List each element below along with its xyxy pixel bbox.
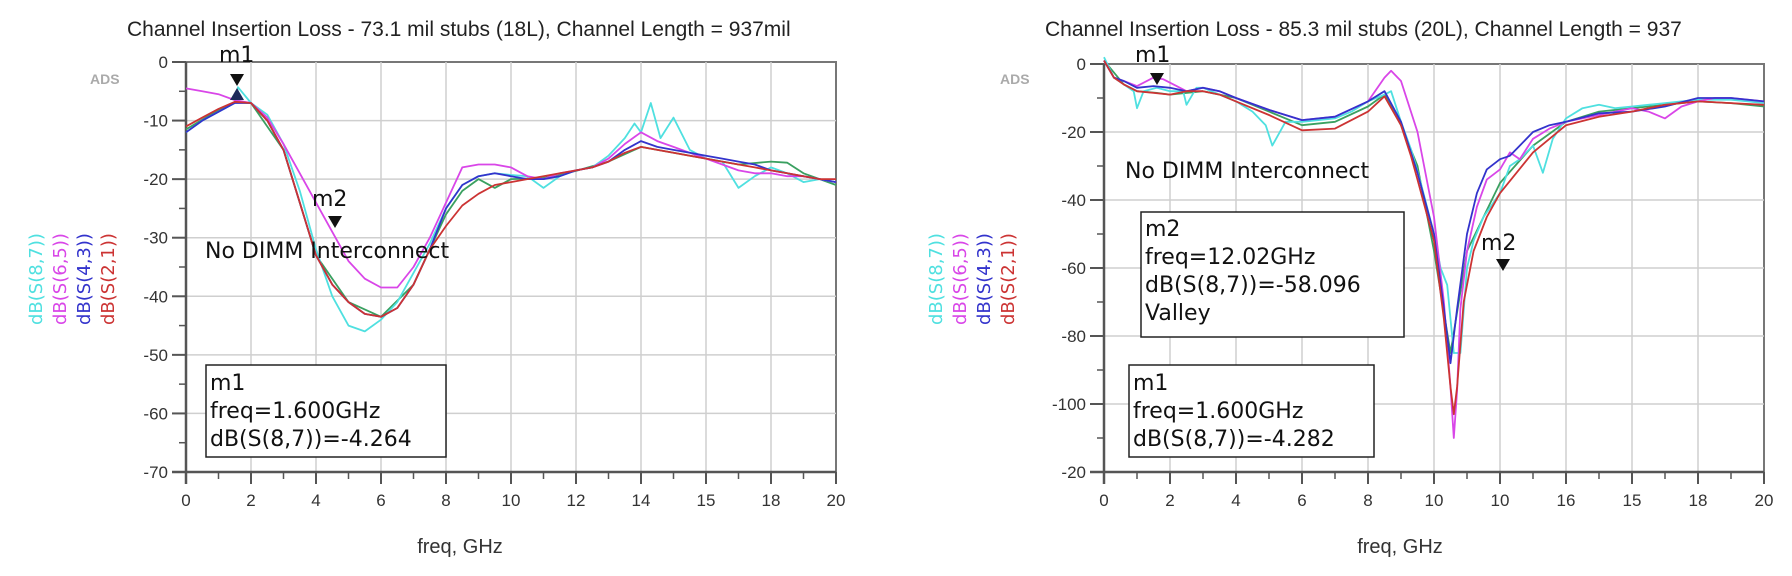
x-tick-label: 4 [311, 491, 320, 510]
x-tick-label: 20 [827, 491, 846, 510]
readout-line: freq=1.600GHz [1133, 399, 1303, 424]
y-tick-label: -80 [1061, 327, 1086, 346]
marker-readout-m1: m1 freq=1.600GHz dB(S(8,7))=-4.264 [205, 364, 447, 458]
y-tick-label: -10 [143, 112, 168, 131]
ads-watermark: ADS [1000, 71, 1030, 87]
readout-line: freq=12.02GHz [1145, 245, 1315, 270]
y-tick-label: -40 [1061, 191, 1086, 210]
annotation-text: No DIMM Interconnect [1125, 159, 1370, 184]
x-axis-ticks: 0 2 4 6 8 10 12 14 15 18 20 [181, 472, 845, 510]
y-tick-label: -60 [143, 404, 168, 423]
readout-line: Valley [1145, 301, 1211, 326]
y-tick-label: 0 [159, 53, 168, 72]
readout-line: dB(S(8,7))=-58.096 [1145, 273, 1361, 298]
annotation-text: No DIMM Interconnect [205, 239, 450, 264]
marker-down-triangle-icon [328, 216, 342, 228]
readout-line: m1 [210, 371, 245, 396]
readout-line: m2 [1145, 217, 1180, 242]
x-tick-label: 12 [567, 491, 586, 510]
x-tick-label: 10 [502, 491, 521, 510]
marker-down-triangle-icon [230, 74, 244, 86]
y-tick-label: -70 [143, 463, 168, 482]
y-tick-label: -60 [1061, 259, 1086, 278]
x-tick-label: 16 [1557, 491, 1576, 510]
readout-line: dB(S(8,7))=-4.282 [1133, 427, 1335, 452]
x-tick-label: 10 [1491, 491, 1510, 510]
y-tick-label: -50 [143, 346, 168, 365]
marker-m1-label: m1 [219, 43, 254, 68]
x-tick-label: 6 [1297, 491, 1306, 510]
x-tick-label: 6 [376, 491, 385, 510]
x-tick-label: 2 [1165, 491, 1174, 510]
x-tick-label: 18 [1689, 491, 1708, 510]
chart-panel-right: Channel Insertion Loss - 85.3 mil stubs … [926, 18, 1773, 558]
x-axis-label: freq, GHz [1357, 536, 1443, 558]
x-tick-label: 4 [1231, 491, 1240, 510]
chart-panel-left: Channel Insertion Loss - 73.1 mil stubs … [26, 18, 845, 558]
x-tick-label: 8 [441, 491, 450, 510]
x-tick-label: 18 [762, 491, 781, 510]
legend-item-s87: dB(S(8,7)) [26, 233, 47, 325]
data-traces [185, 86, 837, 333]
readout-line: m1 [1133, 371, 1168, 396]
marker-up-triangle-icon [230, 88, 244, 100]
legend-item-s65: dB(S(6,5)) [50, 233, 71, 325]
ads-watermark: ADS [90, 71, 120, 87]
marker-m1[interactable]: m1 [219, 43, 254, 100]
x-tick-label: 15 [1623, 491, 1642, 510]
marker-m2-label: m2 [1481, 231, 1516, 256]
trace-line [1103, 60, 1765, 416]
marker-readout-m1: m1 freq=1.600GHz dB(S(8,7))=-4.282 [1128, 364, 1375, 458]
legend-item-s21: dB(S(2,1)) [98, 233, 119, 325]
readout-line: freq=1.600GHz [210, 399, 380, 424]
marker-m1[interactable]: m1 [1135, 43, 1170, 85]
data-traces [1103, 56, 1765, 439]
x-axis-ticks: 0 2 4 6 8 10 10 16 15 18 20 [1099, 472, 1773, 510]
legend-item-s87: dB(S(8,7)) [926, 233, 947, 325]
y-tick-label: -20 [1061, 463, 1086, 482]
x-tick-label: 20 [1755, 491, 1774, 510]
legend-item-s43: dB(S(4,3)) [974, 233, 995, 325]
legend-item-s21: dB(S(2,1)) [998, 233, 1019, 325]
readout-line: dB(S(8,7))=-4.264 [210, 427, 412, 452]
marker-m2[interactable]: m2 [1481, 231, 1516, 271]
y-tick-label: -20 [143, 170, 168, 189]
marker-down-triangle-icon [1496, 259, 1510, 271]
y-tick-label: -40 [143, 287, 168, 306]
x-tick-label: 0 [181, 491, 190, 510]
y-tick-label: -100 [1052, 395, 1086, 414]
y-axis-ticks: 0 -10 -20 -30 -40 -50 -60 -70 [143, 53, 186, 482]
chart-title: Channel Insertion Loss - 85.3 mil stubs … [1045, 18, 1682, 41]
x-axis-label: freq, GHz [417, 536, 503, 558]
marker-m2-label: m2 [312, 187, 347, 212]
trace-line [185, 87, 837, 289]
legend-item-s43: dB(S(4,3)) [74, 233, 95, 325]
x-tick-label: 10 [1425, 491, 1444, 510]
y-axis-ticks: 0 -20 -40 -60 -80 -100 -20 [1052, 55, 1104, 482]
x-tick-label: 14 [632, 491, 651, 510]
chart-title: Channel Insertion Loss - 73.1 mil stubs … [127, 18, 791, 41]
trace-line [1103, 60, 1765, 365]
x-tick-label: 15 [697, 491, 716, 510]
legend: dB(S(8,7)) dB(S(6,5)) dB(S(4,3)) dB(S(2,… [26, 233, 119, 325]
marker-down-triangle-icon [1150, 73, 1164, 85]
marker-readout-m2: m2 freq=12.02GHz dB(S(8,7))=-58.096 Vall… [1140, 211, 1405, 338]
y-tick-label: -30 [143, 229, 168, 248]
marker-m1-label: m1 [1135, 43, 1170, 68]
x-tick-label: 2 [246, 491, 255, 510]
trace-line [185, 100, 836, 318]
y-tick-label: -20 [1061, 123, 1086, 142]
legend: dB(S(8,7)) dB(S(6,5)) dB(S(4,3)) dB(S(2,… [926, 233, 1019, 325]
legend-item-s65: dB(S(6,5)) [950, 233, 971, 325]
marker-m2[interactable]: m2 [312, 187, 347, 228]
y-tick-label: 0 [1077, 55, 1086, 74]
x-tick-label: 8 [1363, 491, 1372, 510]
x-tick-label: 0 [1099, 491, 1108, 510]
